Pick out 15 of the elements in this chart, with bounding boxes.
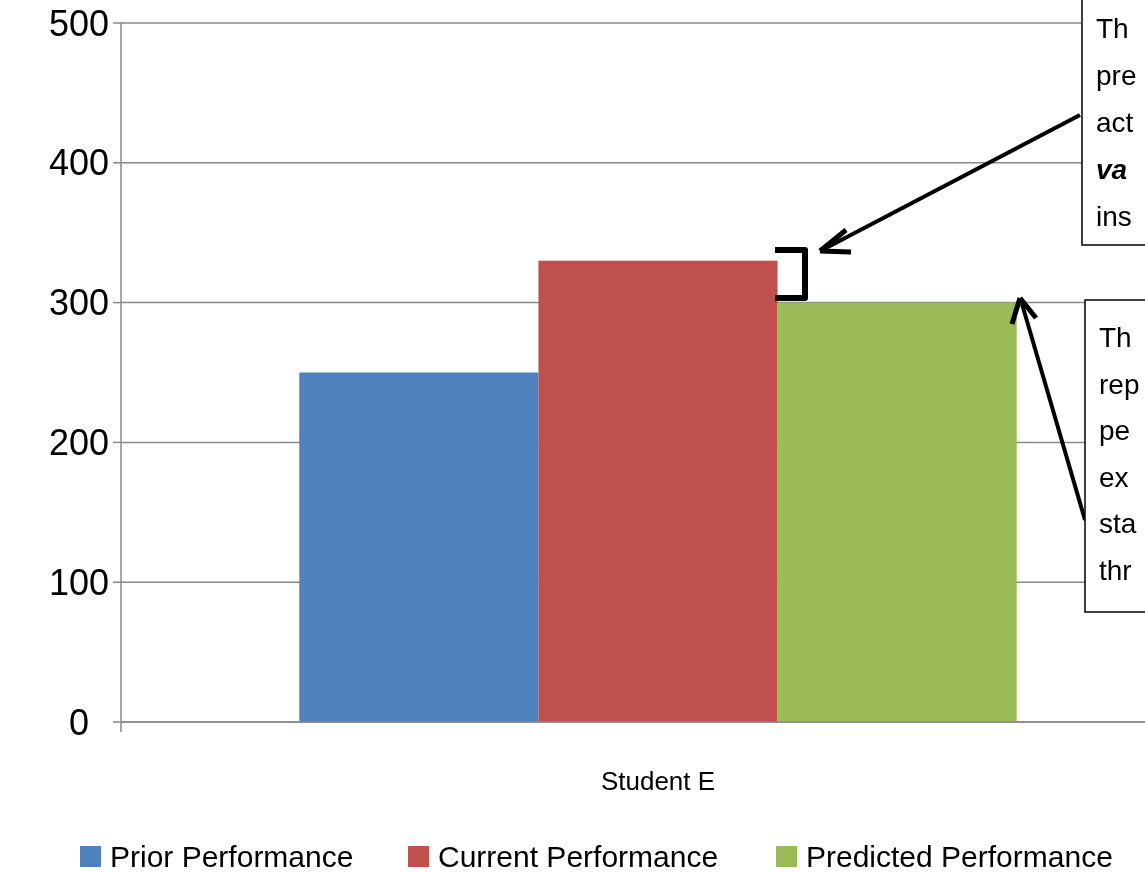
y-tick-label: 300: [48, 282, 110, 324]
x-tick-label: Student E: [600, 766, 716, 796]
annotation: Th pre act va ins: [1096, 13, 1137, 232]
bar: [299, 372, 539, 722]
annotation: Th rep pe ex sta thr: [1099, 322, 1140, 586]
y-tick-label: 0: [68, 701, 90, 743]
y-tick-label: 100: [48, 561, 110, 603]
legend-label: Predicted Performance: [806, 840, 1113, 872]
y-tick-label: 400: [48, 142, 110, 184]
bar: [538, 260, 778, 722]
legend-label: Prior Performance: [110, 840, 354, 872]
y-tick-label: 200: [48, 422, 110, 463]
bar: [777, 302, 1017, 722]
y-tick-label: 500: [48, 2, 110, 44]
legend-label: Current Performance: [438, 840, 719, 872]
